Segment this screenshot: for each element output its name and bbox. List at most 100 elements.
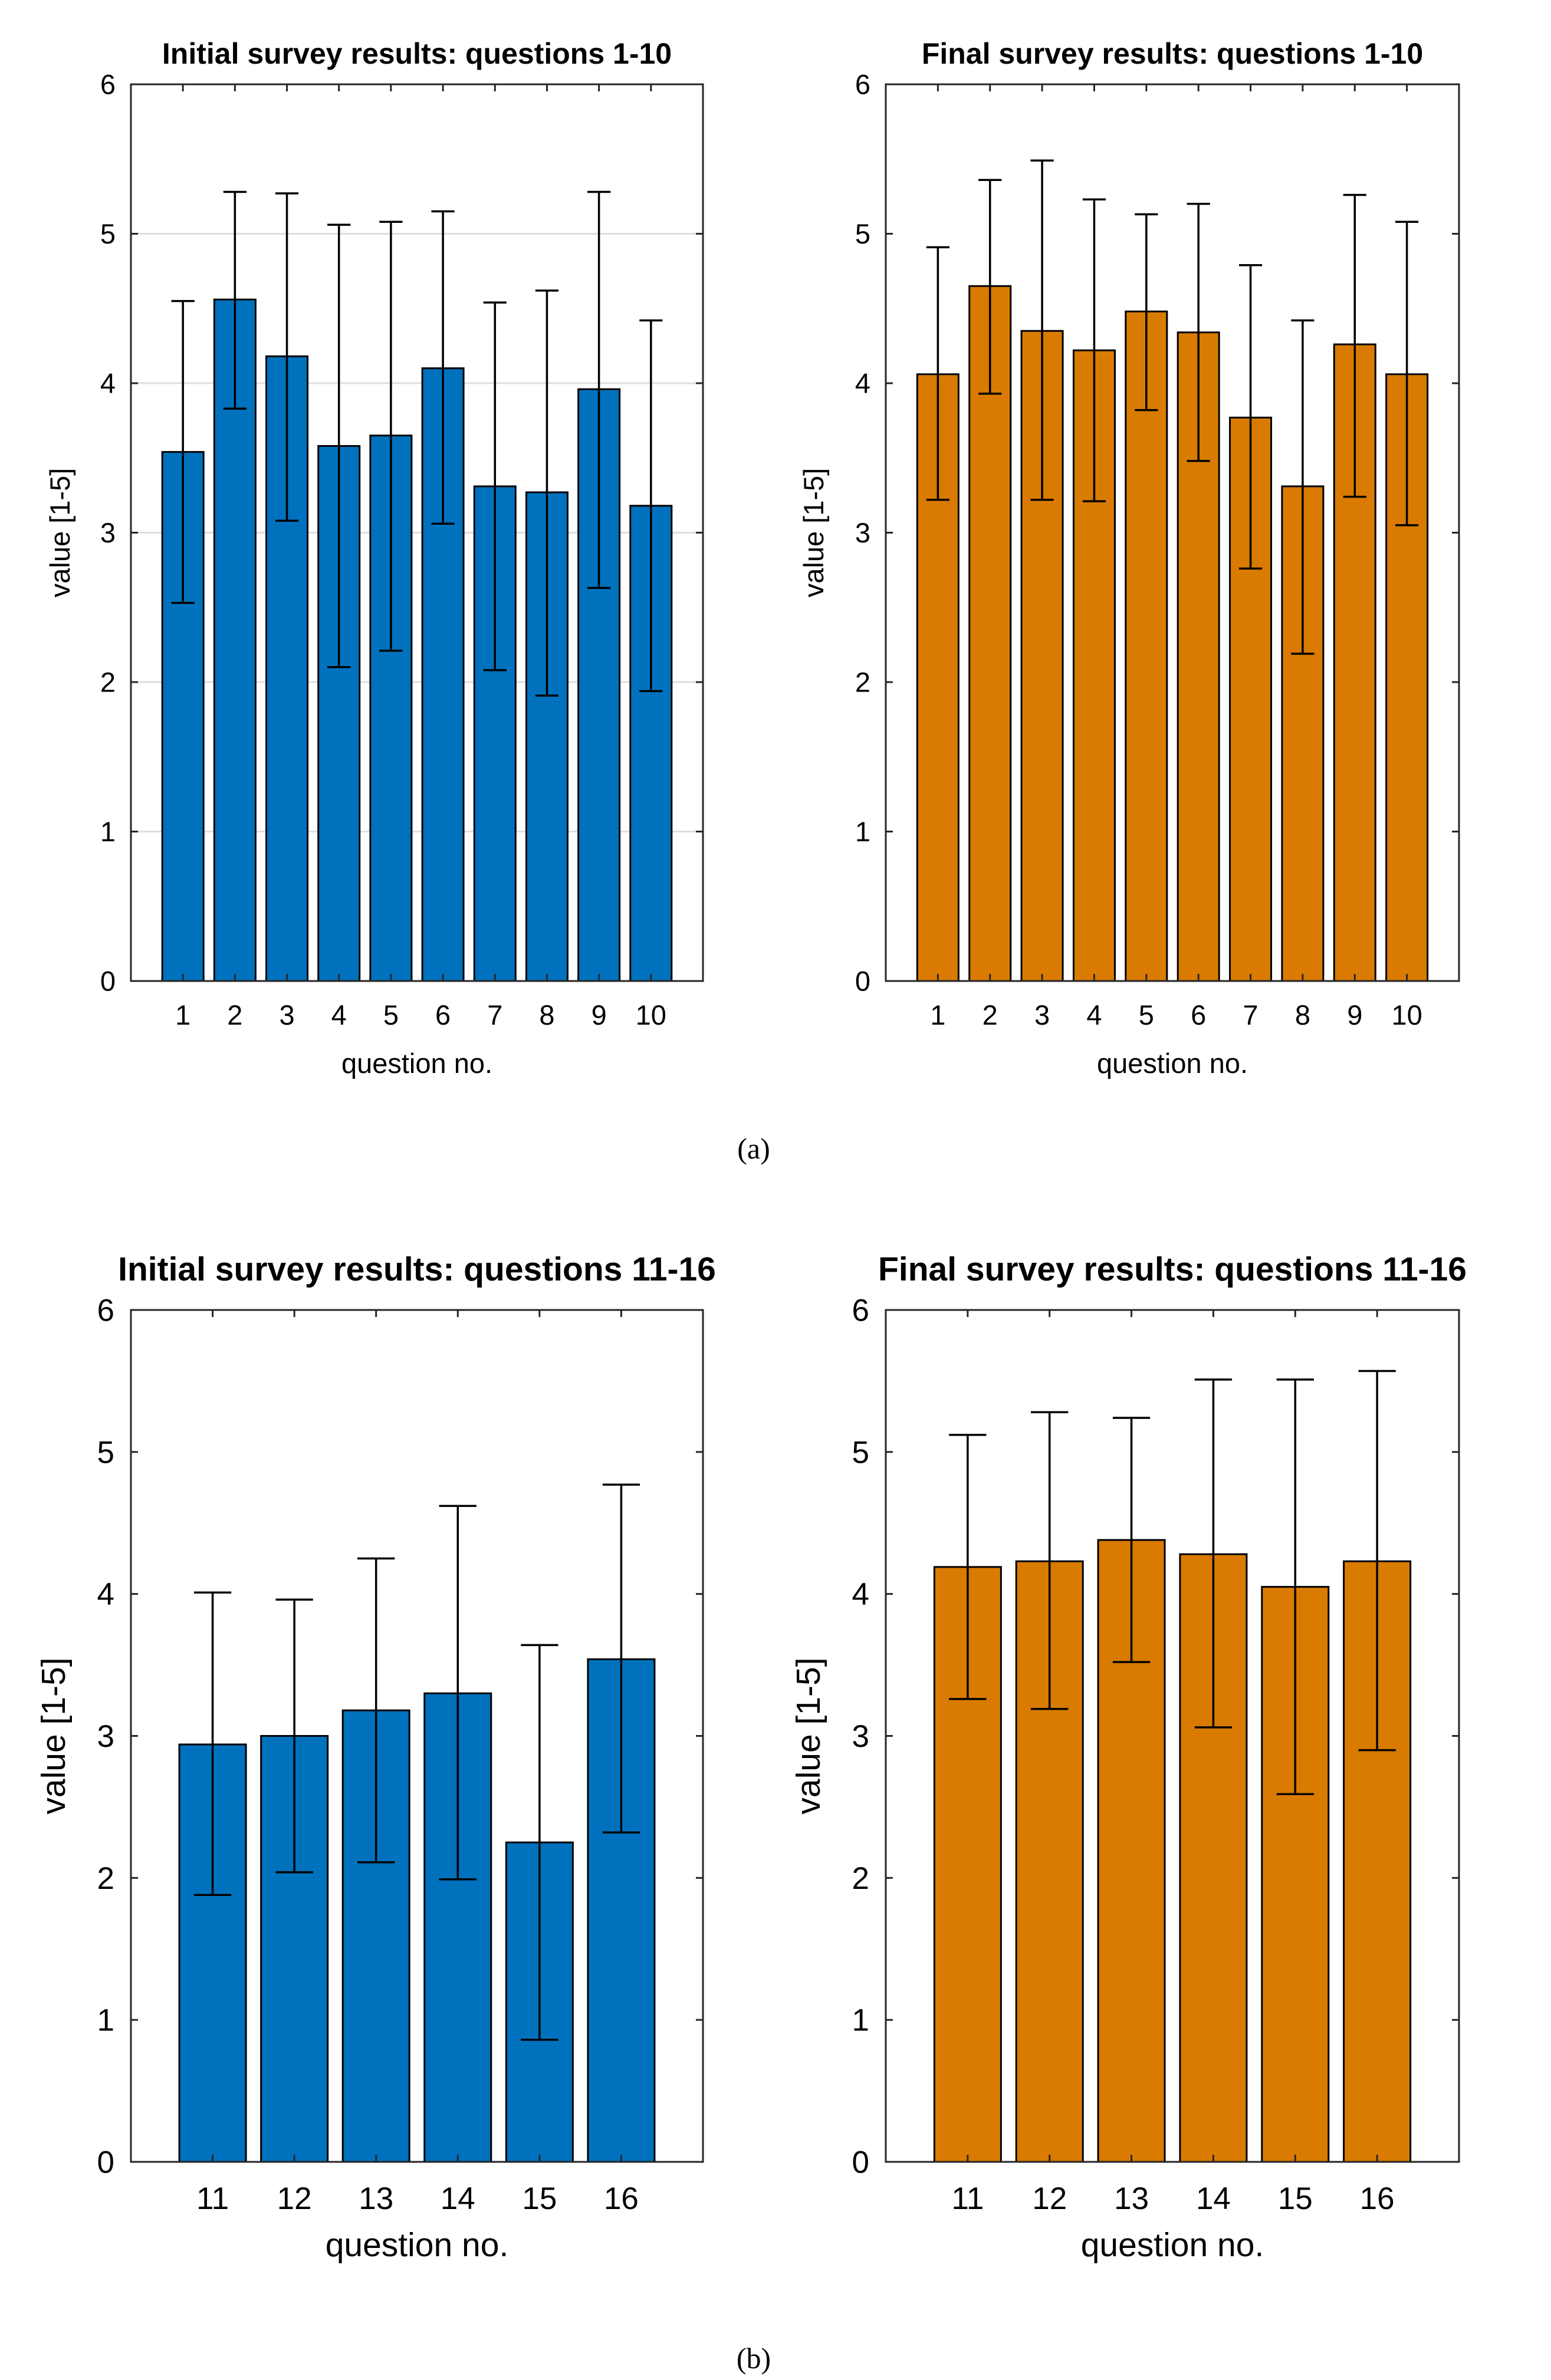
error-bar-q3 <box>275 192 299 522</box>
x-tick-label: 11 <box>951 2181 984 2216</box>
error-bar-q12 <box>275 1598 313 1874</box>
y-axis-label: value [1-5] <box>35 1657 73 1814</box>
error-bar-q13 <box>1112 1417 1151 1664</box>
x-tick-label: 2 <box>982 999 998 1031</box>
error-bar-q15 <box>1276 1378 1314 1795</box>
error-bar-q1 <box>926 246 949 501</box>
x-tick-label: 10 <box>636 999 666 1031</box>
error-bar-q7 <box>1238 264 1263 570</box>
y-tick-label: 3 <box>855 517 870 548</box>
y-tick-label: 0 <box>852 2145 869 2180</box>
error-bar-q6 <box>1187 203 1210 462</box>
chart-final-q1-10: 0 1 2 3 4 5 6 1 2 3 4 5 6 7 8 9 10 Final survey results: … <box>798 37 1460 1079</box>
chart-title: Final survey results: questions 11-16 <box>878 1250 1467 1288</box>
x-tick-label: 1 <box>175 999 190 1031</box>
x-tick-label: 9 <box>592 999 607 1031</box>
error-bar-q14 <box>1194 1378 1233 1729</box>
error-bar-q3 <box>1030 159 1054 501</box>
error-bar-q10 <box>639 319 663 692</box>
error-bar-q11 <box>949 1434 987 1700</box>
y-tick-label: 6 <box>852 1293 869 1328</box>
x-tick-label: 13 <box>1114 2181 1149 2216</box>
error-bar-q9 <box>587 190 611 590</box>
x-tick-label: 8 <box>539 999 554 1031</box>
y-tick-label: 1 <box>855 816 870 847</box>
x-tick-label: 11 <box>196 2181 229 2216</box>
x-tick-label: 12 <box>277 2181 312 2216</box>
y-tick-label: 5 <box>100 218 116 249</box>
chart-title: Initial survey results: questions 1-10 <box>162 37 672 70</box>
chart-title: Initial survey results: questions 11-16 <box>118 1250 716 1288</box>
error-bar-q16 <box>602 1483 640 1834</box>
x-tick-label: 1 <box>930 999 945 1031</box>
x-tick-label: 14 <box>441 2181 475 2216</box>
y-axis-label: value [1-5] <box>798 468 829 597</box>
y-tick-label: 1 <box>852 2003 869 2038</box>
x-tick-label: 10 <box>1391 999 1422 1031</box>
x-tick-label: 4 <box>331 999 347 1031</box>
y-tick-label: 6 <box>855 68 870 100</box>
y-tick-label: 6 <box>97 1293 114 1328</box>
y-tick-label: 3 <box>97 1719 114 1754</box>
y-tick-label: 5 <box>852 1435 869 1470</box>
error-bar-q1 <box>171 299 195 604</box>
y-tick-label: 6 <box>100 68 116 100</box>
x-tick-label: 15 <box>1278 2181 1313 2216</box>
error-bar-q11 <box>193 1591 232 1896</box>
error-bar-q5 <box>1135 213 1158 412</box>
x-tick-label: 12 <box>1032 2181 1067 2216</box>
x-axis-label: question no. <box>326 2226 509 2264</box>
x-tick-label: 2 <box>227 999 242 1031</box>
x-tick-label: 8 <box>1295 999 1310 1031</box>
error-bar-q15 <box>521 1644 558 2041</box>
x-axis-label: question no. <box>341 1048 492 1079</box>
x-tick-label: 7 <box>1243 999 1258 1031</box>
error-bar-q10 <box>1395 220 1419 526</box>
error-bar-q8 <box>1291 319 1315 655</box>
error-bar-q8 <box>535 289 559 697</box>
y-tick-label: 3 <box>852 1719 869 1754</box>
x-tick-label: 3 <box>1034 999 1050 1031</box>
y-tick-label: 1 <box>97 2003 114 2038</box>
x-axis-label: question no. <box>1097 1048 1248 1079</box>
chart-title: Final survey results: questions 1-10 <box>922 37 1423 70</box>
error-bar-q6 <box>431 210 455 525</box>
y-tick-label: 2 <box>852 1861 869 1896</box>
y-tick-label: 5 <box>855 218 870 249</box>
x-tick-label: 14 <box>1196 2181 1231 2216</box>
x-tick-label: 16 <box>1360 2181 1395 2216</box>
x-tick-label: 9 <box>1347 999 1362 1031</box>
x-tick-label: 5 <box>1139 999 1154 1031</box>
y-tick-label: 2 <box>855 666 870 697</box>
bar-q2 <box>213 298 257 982</box>
y-tick-label: 5 <box>97 1435 114 1470</box>
x-tick-label: 15 <box>522 2181 557 2216</box>
bar-q5 <box>1125 310 1168 982</box>
error-bar-q5 <box>379 220 403 652</box>
y-tick-label: 4 <box>97 1577 114 1612</box>
y-tick-label: 4 <box>100 367 116 399</box>
error-bar-q4 <box>327 223 351 669</box>
error-bar-q7 <box>483 301 507 671</box>
y-axis-label: value [1-5] <box>790 1657 827 1814</box>
y-tick-label: 3 <box>100 517 116 548</box>
y-tick-label: 4 <box>852 1577 869 1612</box>
y-tick-label: 1 <box>100 816 116 847</box>
caption-a: (a) <box>737 1132 770 1165</box>
error-bar-q13 <box>357 1557 395 1864</box>
error-bar-q16 <box>1358 1370 1396 1752</box>
x-tick-label: 6 <box>435 999 451 1031</box>
y-tick-label: 0 <box>855 965 870 996</box>
bar-q2 <box>968 285 1012 982</box>
error-bar-q14 <box>439 1505 477 1881</box>
y-tick-label: 2 <box>100 666 116 697</box>
error-bar-q2 <box>223 190 247 410</box>
y-tick-label: 2 <box>97 1861 114 1896</box>
chart-initial-q1-10: 0 1 2 3 4 5 6 1 2 3 4 5 6 7 8 9 10 Initial survey results… <box>44 37 704 1079</box>
y-axis-label: value [1-5] <box>44 468 75 597</box>
x-tick-label: 6 <box>1191 999 1206 1031</box>
error-bar-q12 <box>1031 1411 1069 1710</box>
caption-b: (b) <box>737 2342 771 2375</box>
